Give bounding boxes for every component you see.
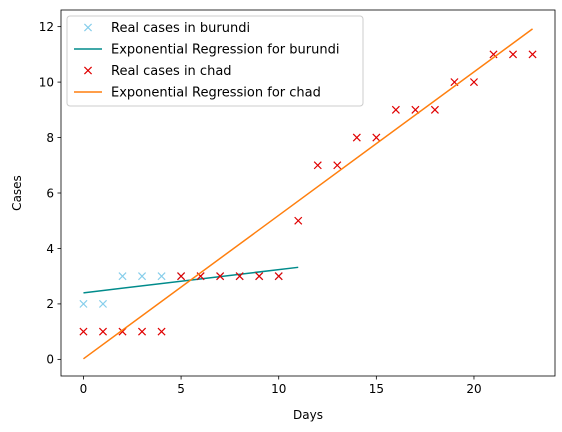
legend-label: Real cases in chad [111, 64, 232, 79]
data-point [98, 299, 108, 308]
legend: Real cases in burundi Exponential Regress… [66, 15, 364, 107]
x-tick-label: 0 [80, 382, 88, 396]
data-point [98, 327, 108, 336]
data-point [489, 50, 498, 59]
data-point [508, 50, 518, 59]
y-tick-label: 2 [46, 297, 54, 311]
x-tick-label: 5 [177, 382, 185, 396]
plot-area [79, 28, 537, 360]
data-point [333, 161, 342, 170]
legend-item: Real cases in chad [83, 64, 232, 79]
data-point [469, 78, 478, 87]
y-tick-label: 12 [39, 20, 54, 34]
x-tick-label: 10 [271, 382, 286, 396]
data-point [294, 216, 303, 225]
legend-item: Exponential Regression for chad [74, 86, 321, 101]
data-point [157, 327, 166, 336]
data-point [430, 105, 439, 114]
legend-box [66, 15, 364, 107]
data-point [313, 161, 322, 170]
data-point [177, 272, 186, 281]
axes: 0 5 10 15 20 0 2 4 6 8 10 12 [39, 9, 556, 396]
data-point [79, 299, 88, 308]
y-tick-label: 8 [46, 131, 54, 145]
data-point [528, 50, 537, 59]
data-point [216, 272, 225, 281]
data-point [138, 327, 147, 336]
y-axis-label: Cases [10, 175, 24, 211]
data-point [157, 272, 166, 281]
y-tick-label: 4 [46, 242, 54, 256]
data-point [352, 133, 361, 142]
legend-label: Exponential Regression for chad [111, 86, 321, 101]
regression-line [83, 28, 533, 360]
x-tick-label: 20 [466, 382, 481, 396]
x-axis-label: Days [293, 408, 323, 422]
y-tick-label: 0 [46, 353, 54, 367]
data-point [118, 272, 127, 281]
series-3 [83, 28, 533, 360]
data-point [391, 105, 400, 114]
data-point [235, 272, 244, 281]
legend-label: Real cases in burundi [111, 21, 250, 36]
data-point [411, 105, 420, 114]
data-point [255, 272, 264, 281]
data-point [138, 272, 147, 281]
y-tick-label: 6 [46, 186, 54, 200]
legend-item: Exponential Regression for burundi [74, 43, 339, 58]
data-point [372, 133, 381, 142]
x-tick-label: 15 [369, 382, 384, 396]
data-point [79, 327, 88, 336]
legend-item: Real cases in burundi [83, 21, 250, 36]
data-point [274, 272, 283, 281]
legend-marker-swatch [83, 66, 93, 75]
legend-label: Exponential Regression for burundi [111, 43, 339, 58]
legend-marker-swatch [83, 23, 93, 32]
y-tick-label: 10 [39, 75, 54, 89]
